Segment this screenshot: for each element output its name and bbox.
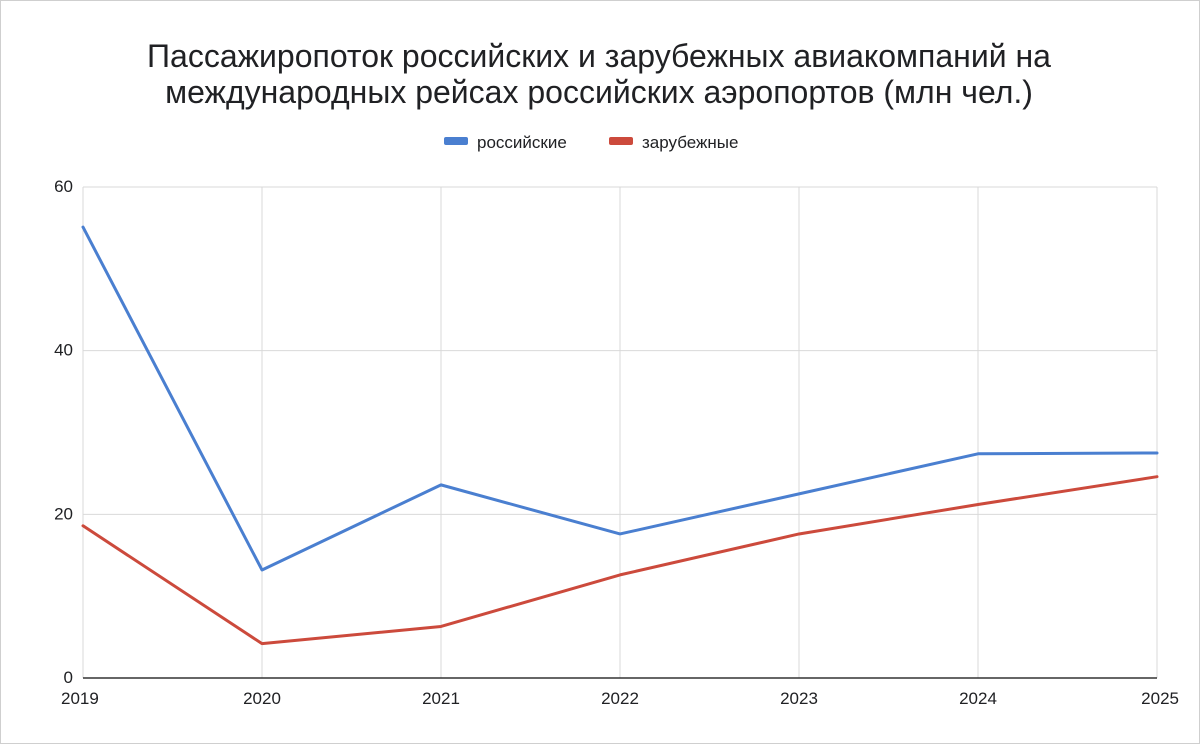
- x-tick-label-2022: 2022: [601, 689, 639, 708]
- x-tick-label-2021: 2021: [422, 689, 460, 708]
- legend-label-rossiyskie: российские: [477, 133, 567, 152]
- x-tick-label-2020: 2020: [243, 689, 281, 708]
- x-axis-ticks: 2019 2020 2021 2022 2023 2024 2025: [61, 689, 1179, 708]
- chart-series: [81, 225, 1159, 646]
- chart-title-line-2: международных рейсах российских аэропорт…: [165, 74, 1033, 110]
- legend-swatch-rossiyskie: [444, 137, 468, 145]
- y-tick-label-20: 20: [54, 504, 73, 523]
- chart-legend: российские зарубежные: [444, 133, 738, 152]
- chart-title-line-1: Пассажиропоток российских и зарубежных а…: [147, 38, 1051, 74]
- chart-grid: [82, 186, 1158, 678]
- y-tick-label-40: 40: [54, 341, 73, 360]
- x-tick-label-2023: 2023: [780, 689, 818, 708]
- y-axis-ticks: 0 20 40 60: [54, 177, 73, 687]
- legend-swatch-zarubezhnye: [609, 137, 633, 145]
- series-line-zarubezhnye: [81, 475, 1159, 646]
- x-tick-label-2019: 2019: [61, 689, 99, 708]
- x-tick-label-2025: 2025: [1141, 689, 1179, 708]
- y-tick-label-60: 60: [54, 177, 73, 196]
- x-tick-label-2024: 2024: [959, 689, 997, 708]
- y-tick-label-0: 0: [64, 668, 73, 687]
- legend-label-zarubezhnye: зарубежные: [642, 133, 738, 152]
- series-line-rossiyskie: [81, 225, 1159, 572]
